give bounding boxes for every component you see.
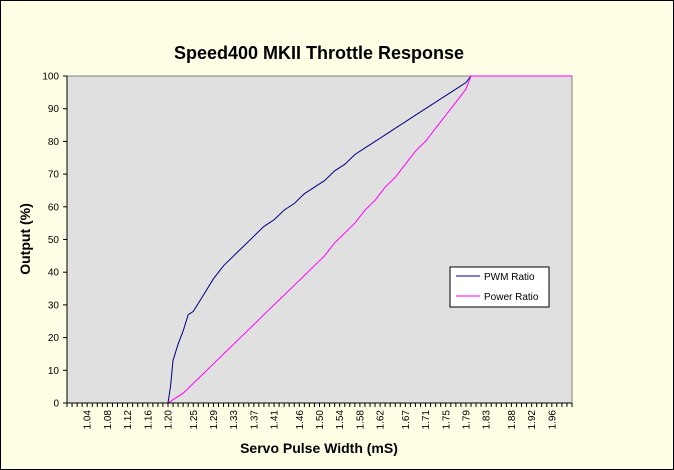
x-tick-label: 1.79 [461,410,472,430]
x-tick-label: 1.16 [143,410,154,430]
y-tick-label: 90 [48,104,60,115]
legend-label-power: Power Ratio [484,292,539,303]
x-tick-label: 1.41 [270,410,281,430]
x-tick-label: 1.62 [376,410,387,430]
y-axis-title: Output (%) [17,203,33,275]
x-axis: 1.04 1.08 1.12 1.16 1.20 1.25 1.29 1.33 1.37 1.41… [66,403,573,430]
x-tick-label: 1.96 [547,410,558,430]
x-tick-label: 1.08 [103,410,114,430]
y-tick-label: 0 [53,399,59,410]
x-tick-label: 1.37 [249,410,260,430]
x-tick-label: 1.50 [315,410,326,430]
x-tick-label: 1.29 [209,410,220,430]
x-tick-label: 1.83 [482,410,493,430]
legend-box [449,266,550,308]
x-tick-label: 1.58 [355,410,366,430]
legend: PWM Ratio Power Ratio [449,266,550,308]
plot-area [66,75,573,404]
y-axis: 0 10 20 30 40 50 60 70 80 90 100 [42,72,67,410]
y-tick-label: 30 [48,300,60,311]
y-tick-label: 70 [48,170,60,181]
x-tick-label: 1.67 [401,410,412,430]
x-tick-label: 1.04 [83,410,94,430]
y-tick-label: 50 [48,235,60,246]
y-tick-label: 80 [48,137,60,148]
series-layer [67,75,572,404]
x-tick-label: 1.46 [295,410,306,430]
series-line-pwm [67,75,572,404]
x-axis-title: Servo Pulse Width (mS) [240,440,398,456]
x-tick-label: 1.33 [229,410,240,430]
y-tick-label: 100 [42,72,59,83]
legend-label-pwm: PWM Ratio [484,272,535,283]
y-tick-label: 60 [48,202,60,213]
y-tick-label: 20 [48,333,60,344]
x-tick-label: 1.25 [189,410,200,430]
chart-title: Speed400 MKII Throttle Response [174,43,464,63]
x-tick-label: 1.92 [527,410,538,430]
y-tick-label: 10 [48,366,60,377]
x-tick-label: 1.71 [421,410,432,430]
x-tick-label: 1.75 [441,410,452,430]
y-tick-label: 40 [48,268,60,279]
x-tick-label: 1.20 [164,410,175,430]
series-line-power [67,75,572,404]
x-tick-label: 1.12 [123,410,134,430]
x-tick-label: 1.88 [507,410,518,430]
x-tick-label: 1.54 [335,410,346,430]
